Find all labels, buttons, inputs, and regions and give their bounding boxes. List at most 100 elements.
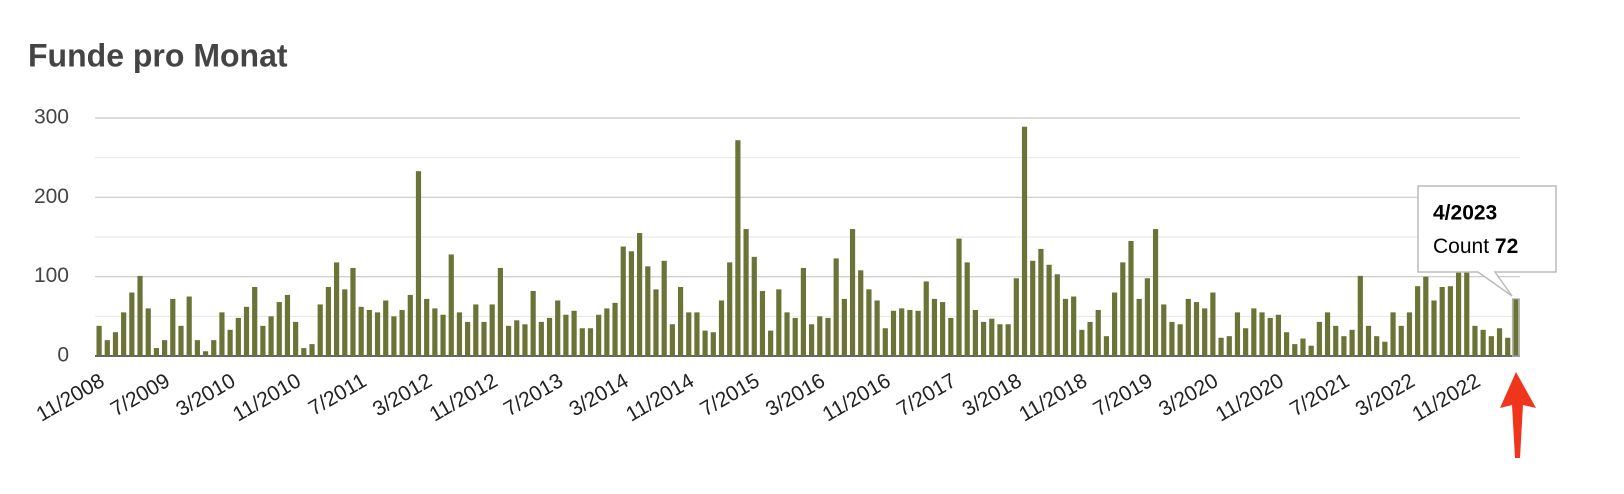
bar [759,290,766,356]
bar [1439,286,1445,356]
x-tick-label: 3/2018 [958,369,1025,421]
bar [538,321,544,356]
x-tick-label: 7/2017 [893,369,960,421]
bar [1365,325,1372,356]
bar [874,300,880,356]
x-tick-label: 3/2014 [565,369,632,421]
bar [1046,264,1052,356]
bar [669,324,675,356]
bar [383,300,389,356]
bar [1316,321,1322,356]
bar [112,332,119,356]
bar [1136,298,1142,356]
bar [121,312,127,356]
bar [424,298,430,356]
bar [980,321,987,356]
bar [252,286,258,356]
bar [612,302,618,356]
hover-bar-outline [1511,298,1520,357]
bar [563,314,569,356]
bar [1071,296,1077,356]
bar [702,330,708,356]
bar [514,320,520,356]
bar [202,351,209,356]
bar [858,270,864,356]
bar [849,229,856,356]
bar [1496,328,1503,356]
bar [546,317,553,356]
bar [997,324,1003,356]
bar [505,325,512,356]
bar [1185,298,1191,356]
bar [800,267,807,356]
x-tick-label: 7/2013 [500,369,567,421]
bar [915,310,921,356]
bar [882,328,888,356]
bar [1120,262,1126,356]
y-tick-label: 100 [34,264,69,287]
bar [1374,336,1380,356]
bar [989,318,995,356]
bar [530,290,536,356]
bar [522,324,528,356]
tooltip-box [1417,185,1557,297]
bar [620,246,626,356]
bar [866,289,872,356]
bar [899,308,905,356]
bar [104,340,110,356]
bar [841,298,847,356]
bar [1398,325,1404,356]
bar [751,256,757,356]
bar [1193,302,1200,356]
y-tick-label: 0 [57,344,69,367]
bar [956,238,962,356]
bar [456,312,463,356]
bar [817,316,823,356]
bar [1406,312,1413,356]
x-tick-label: 7/2019 [1090,369,1157,421]
bar [1169,321,1175,356]
bar [473,304,479,356]
bar [1259,312,1265,356]
x-tick-label: 11/2022 [1408,369,1484,426]
bar [1095,309,1101,356]
bar [1062,298,1069,356]
bar [440,314,446,356]
bar [1079,329,1085,356]
bar [1324,312,1331,356]
bar [399,309,405,356]
bar [96,325,102,356]
bar [677,286,684,356]
bar [718,300,725,356]
bar [792,317,798,356]
bar [743,229,749,356]
bar [1103,336,1110,356]
x-tick-label: 11/2016 [819,369,895,426]
bar [276,302,282,356]
bar [1455,268,1462,356]
x-tick-label: 3/2012 [369,369,436,421]
bar [1021,126,1028,356]
x-tick-label: 3/2010 [172,369,239,421]
x-tick-label: 3/2016 [762,369,829,421]
x-tick-label: 7/2011 [305,369,371,420]
tooltip-series: Count [1433,235,1489,258]
x-tick-label: 7/2015 [696,369,763,421]
bar [391,316,397,356]
bar [1054,274,1060,356]
bar [1144,278,1150,356]
bar [808,324,815,356]
bar [1005,324,1011,356]
bar [694,312,700,356]
bar [727,262,733,356]
bar [243,306,250,356]
bar [972,309,978,356]
bar [555,300,561,356]
bar [653,289,659,356]
x-tick-label: 11/2010 [229,369,305,426]
bar [1513,298,1519,356]
bar [1177,324,1183,356]
x-tick-label: 11/2012 [426,369,502,426]
